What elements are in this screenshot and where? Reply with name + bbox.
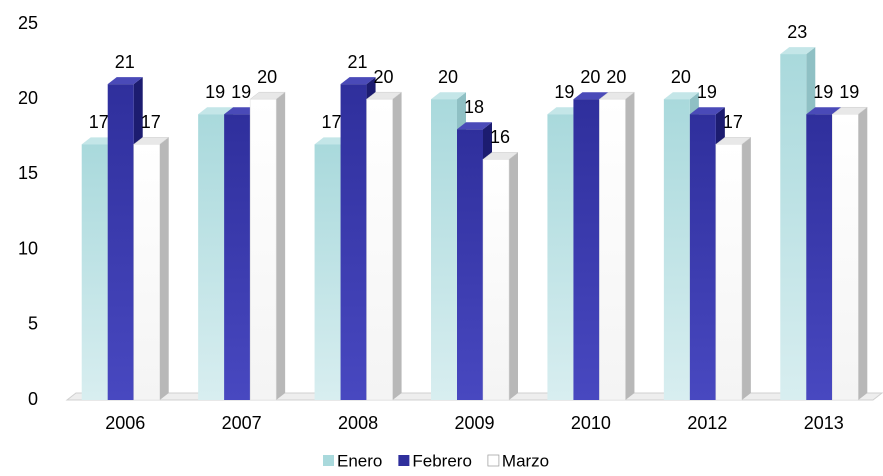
bar-front <box>663 99 690 400</box>
bar-front <box>133 144 160 401</box>
bar-front <box>340 84 367 400</box>
bar-front <box>599 98 626 401</box>
legend-label: Marzo <box>502 451 549 470</box>
bar-front <box>81 144 108 400</box>
y-tick-label: 5 <box>28 314 38 334</box>
y-tick-label: 20 <box>18 88 38 108</box>
data-label: 19 <box>554 82 574 102</box>
bar-top <box>689 107 725 115</box>
bar-front <box>806 114 833 401</box>
bar <box>831 106 869 401</box>
bar <box>598 91 636 401</box>
legend-label: Enero <box>337 451 382 470</box>
bar <box>715 137 752 401</box>
bar-front <box>107 84 134 400</box>
legend-swatch <box>323 455 334 466</box>
data-label: 21 <box>115 52 135 72</box>
data-label: 19 <box>231 82 251 102</box>
x-tick-label: 2012 <box>687 413 727 433</box>
x-tick-label: 2007 <box>222 413 262 433</box>
bar-top <box>107 77 143 85</box>
bar-front <box>198 114 225 401</box>
bar-front <box>366 98 393 401</box>
bar-front <box>780 54 807 401</box>
legend-swatch <box>398 455 410 466</box>
bar-side <box>741 137 751 400</box>
bar-side <box>509 152 518 400</box>
bar-front <box>249 98 277 401</box>
bar-side <box>392 92 402 400</box>
bar-front <box>832 113 859 401</box>
legend-label: Febrero <box>412 451 472 470</box>
data-label: 19 <box>813 82 833 102</box>
data-label: 20 <box>671 67 691 87</box>
legend-swatch <box>487 454 500 467</box>
data-label: 19 <box>205 82 225 102</box>
bar-top <box>431 92 466 100</box>
data-label: 19 <box>697 82 717 102</box>
bar-side <box>625 92 635 400</box>
x-tick-label: 2008 <box>338 413 378 433</box>
bar-front <box>573 99 600 400</box>
bar-top <box>663 92 699 100</box>
bar-front <box>547 114 574 401</box>
x-tick-label: 2006 <box>105 413 145 433</box>
bar-top <box>573 92 609 100</box>
bar-front <box>689 114 716 401</box>
bar-top <box>780 47 816 55</box>
data-label: 20 <box>374 67 394 87</box>
bar-front <box>431 99 457 400</box>
bar <box>365 91 403 401</box>
bar-top <box>198 107 234 115</box>
bar-front <box>715 144 743 401</box>
y-tick-label: 25 <box>18 13 38 33</box>
bar-top <box>457 122 492 130</box>
x-tick-label: 2009 <box>454 413 494 433</box>
data-label: 20 <box>606 67 626 87</box>
data-label: 20 <box>438 67 458 87</box>
bar-front <box>482 159 510 401</box>
bar-front <box>224 114 251 401</box>
data-label: 20 <box>257 67 277 87</box>
data-label: 19 <box>839 82 859 102</box>
bar-top <box>806 107 842 115</box>
bar-front <box>314 144 341 400</box>
data-label: 16 <box>490 127 510 147</box>
bar <box>249 91 286 401</box>
data-label: 23 <box>787 22 807 42</box>
data-label: 17 <box>141 112 161 132</box>
bar-front <box>457 129 483 400</box>
x-tick-label: 2010 <box>571 413 611 433</box>
bar <box>132 137 170 401</box>
data-label: 17 <box>723 112 743 132</box>
y-tick-label: 0 <box>28 389 38 409</box>
bar-side <box>858 107 868 401</box>
data-label: 21 <box>348 52 368 72</box>
bar-side <box>159 137 169 400</box>
bar-top <box>340 77 376 85</box>
y-tick-label: 15 <box>18 163 38 183</box>
bar <box>482 152 519 401</box>
y-tick-label: 10 <box>18 238 38 258</box>
bar-side <box>276 92 286 400</box>
x-tick-label: 2013 <box>804 413 844 433</box>
data-label: 17 <box>89 112 109 132</box>
data-label: 17 <box>322 112 342 132</box>
data-label: 18 <box>464 97 484 117</box>
data-label: 20 <box>580 67 600 87</box>
